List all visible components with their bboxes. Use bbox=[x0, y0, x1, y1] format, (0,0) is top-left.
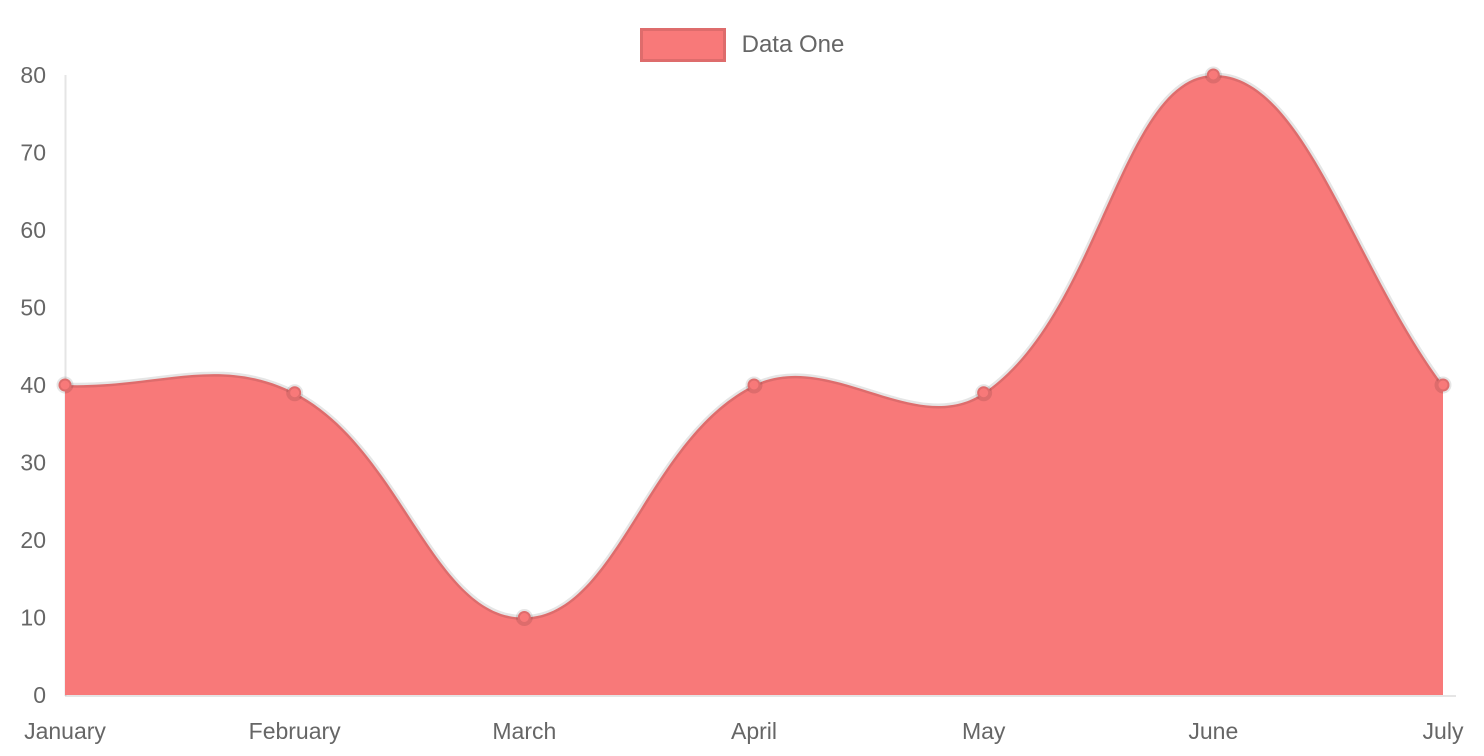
data-point-june[interactable] bbox=[1204, 66, 1222, 84]
y-tick-label: 80 bbox=[20, 62, 46, 88]
data-point-february[interactable] bbox=[286, 384, 304, 402]
y-tick-label: 70 bbox=[20, 140, 46, 166]
legend-label: Data One bbox=[741, 31, 845, 58]
data-point-january[interactable] bbox=[56, 376, 74, 394]
x-tick-label: January bbox=[24, 718, 106, 744]
y-tick-label: 50 bbox=[20, 295, 46, 321]
y-tick-label: 0 bbox=[33, 682, 46, 708]
x-tick-label: May bbox=[962, 718, 1006, 744]
x-tick-label: February bbox=[249, 718, 342, 744]
data-point-march[interactable] bbox=[515, 609, 533, 626]
y-tick-label: 40 bbox=[20, 372, 46, 398]
y-tick-label: 10 bbox=[20, 605, 46, 631]
legend-swatch bbox=[639, 28, 726, 62]
data-point-april[interactable] bbox=[745, 376, 763, 394]
x-tick-label: July bbox=[1423, 718, 1464, 744]
area-fill bbox=[65, 74, 1443, 696]
data-point-july[interactable] bbox=[1434, 376, 1452, 394]
data-point-may[interactable] bbox=[975, 384, 993, 402]
y-tick-label: 30 bbox=[20, 450, 46, 476]
y-tick-label: 20 bbox=[20, 527, 46, 553]
legend-item-data-one[interactable]: Data One bbox=[0, 28, 1484, 62]
x-tick-label: March bbox=[492, 718, 556, 744]
x-tick-label: April bbox=[731, 718, 777, 744]
line-stroke bbox=[62, 72, 1446, 621]
x-tick-label: June bbox=[1188, 718, 1238, 744]
y-tick-label: 60 bbox=[20, 217, 46, 243]
